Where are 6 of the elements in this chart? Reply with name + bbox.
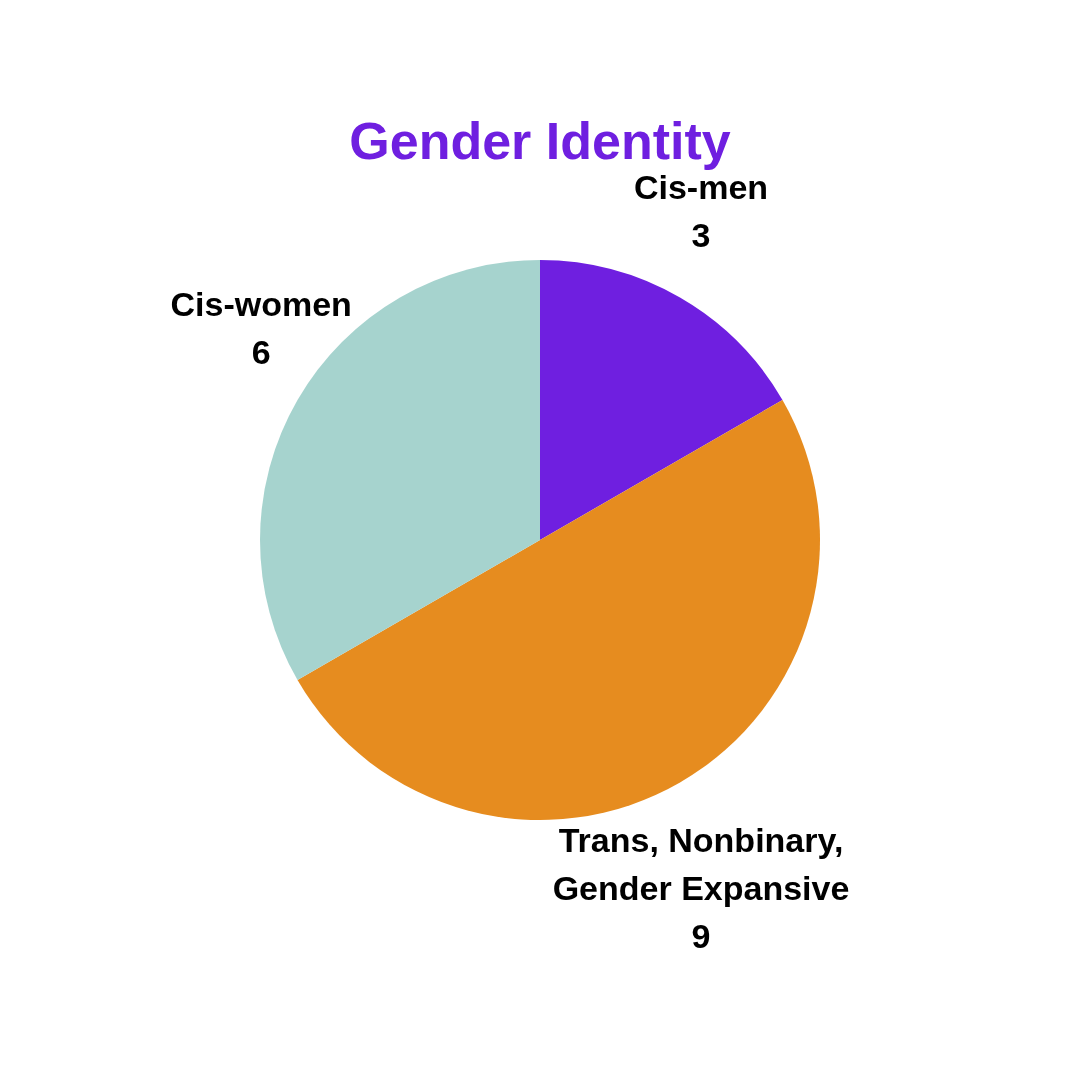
- chart-title: Gender Identity: [349, 112, 731, 171]
- data-label: 9: [691, 917, 711, 956]
- slice-label: Cis-women: [170, 285, 352, 324]
- data-label: 3: [691, 215, 711, 254]
- data-label: 6: [251, 333, 271, 372]
- slice-label: Trans, Nonbinary, Gender Expansive: [552, 821, 850, 908]
